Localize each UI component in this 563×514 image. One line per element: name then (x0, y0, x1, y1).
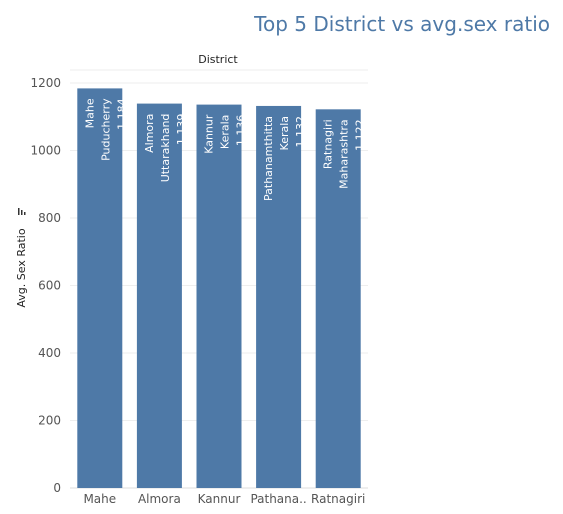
y-axis-title-group: Avg. Sex Ratio (15, 208, 28, 308)
bar-label-state: Kerala (219, 115, 232, 150)
bar-label-value: 1,139 (175, 114, 188, 146)
bar-label-district: Pathanamthitta (262, 116, 275, 201)
y-axis-title: Avg. Sex Ratio (15, 228, 28, 307)
sort-icon[interactable] (18, 208, 26, 215)
y-tick-label: 1200 (30, 76, 61, 90)
bar-label-value: 1,136 (235, 115, 248, 147)
bar-label-state: Maharashtra (338, 119, 351, 189)
x-tick-label: Ratnagiri (311, 492, 365, 506)
x-tick-label: Almora (138, 492, 181, 506)
bar-label-state: Puducherry (99, 98, 112, 161)
y-tick-label: 1000 (30, 144, 61, 158)
y-tick-label: 400 (38, 346, 61, 360)
y-tick-label: 0 (53, 481, 61, 495)
bar-label-district: Mahe (83, 98, 96, 128)
y-tick-label: 200 (38, 414, 61, 428)
bar-label-state: Uttarakhand (159, 114, 172, 183)
column-header-district[interactable]: District (198, 53, 238, 66)
y-tick-label: 800 (38, 211, 61, 225)
bar-label-state: Kerala (278, 116, 291, 151)
bar-label-value: 1,184 (115, 98, 128, 130)
x-tick-label: Kannur (198, 492, 241, 506)
y-axis-ticks: 0 200 400 600 800 1000 1200 (30, 76, 61, 495)
bar[interactable] (197, 105, 242, 488)
x-tick-label: Mahe (83, 492, 116, 506)
bar-label-value: 1,132 (294, 116, 307, 148)
bar-label-district: Kannur (203, 114, 216, 154)
bar-label-value: 1,122 (354, 119, 367, 151)
y-tick-label: 600 (38, 279, 61, 293)
bar-label-district: Almora (143, 114, 156, 153)
x-tick-label: Pathana.. (250, 492, 306, 506)
bar-label-district: Ratnagiri (322, 119, 335, 169)
x-axis-ticks: Mahe Almora Kannur Pathana.. Ratnagiri (83, 492, 365, 506)
